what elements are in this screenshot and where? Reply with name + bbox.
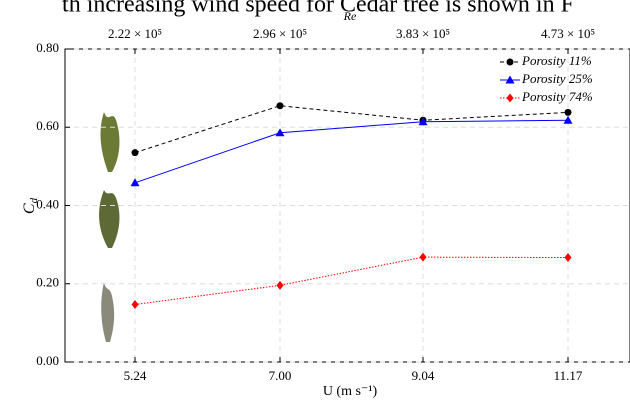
marker	[564, 253, 572, 263]
x-axis-label: U (m s⁻¹)	[323, 384, 378, 399]
y-tick-label: 0.80	[36, 40, 59, 55]
marker	[506, 93, 514, 103]
marker	[276, 280, 284, 290]
marker	[131, 299, 139, 309]
legend-label: Porosity 11%	[521, 53, 592, 68]
legend-label: Porosity 74%	[521, 89, 593, 104]
y-tick-label: 0.40	[36, 196, 59, 211]
marker	[418, 117, 428, 126]
series-line	[134, 256, 569, 305]
marker	[563, 115, 573, 124]
series-line	[134, 119, 569, 184]
marker	[275, 128, 285, 137]
y-tick-label: 0.20	[36, 275, 59, 290]
marker	[276, 102, 284, 110]
top-tick-label: 2.96 × 10⁵	[253, 26, 307, 41]
x-tick-label: 5.24	[124, 368, 147, 383]
y-axis-label: Cd	[21, 197, 40, 214]
y-tick-label: 0.00	[36, 353, 59, 368]
y-tick-label: 0.60	[36, 118, 59, 133]
y-label-symbol: C	[21, 203, 38, 214]
marker	[564, 108, 572, 116]
tree-icons	[99, 112, 120, 342]
marker	[419, 252, 427, 262]
marker	[131, 149, 139, 157]
caption-fragment: th increasing wind speed for Cedar tree …	[62, 0, 574, 18]
top-tick-label: 4.73 × 10⁵	[541, 26, 595, 41]
top-tick-label: 3.83 × 10⁵	[396, 26, 450, 41]
series-line	[134, 105, 569, 154]
x-tick-label: 11.17	[554, 368, 583, 383]
x-tick-label: 7.00	[269, 368, 292, 383]
top-tick-label: 2.22 × 10⁵	[108, 26, 162, 41]
legend-label: Porosity 25%	[521, 71, 593, 86]
marker	[505, 75, 515, 84]
y-label-subscript: d	[28, 197, 40, 203]
top-axis-label: Re	[343, 9, 357, 23]
marker	[130, 178, 140, 187]
marker	[506, 58, 514, 66]
x-tick-label: 9.04	[412, 368, 435, 383]
